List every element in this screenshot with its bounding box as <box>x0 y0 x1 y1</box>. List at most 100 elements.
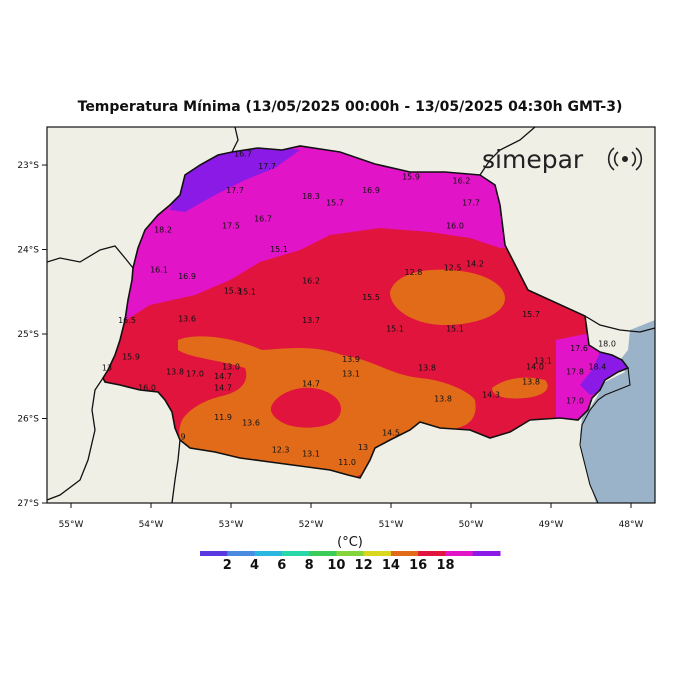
station-value: 16.7 <box>254 215 272 224</box>
station-value: 15.5 <box>362 293 380 302</box>
logo-text: simepar <box>482 145 584 174</box>
station-value: 17.5 <box>222 221 240 230</box>
legend-label: 4 <box>250 558 259 573</box>
station-value: 18.0 <box>598 340 616 349</box>
map-axes: 55°W 54°W 53°W 52°W 51°W 50°W 49°W 48°W 23°S 24°S… <box>17 161 643 530</box>
map-frame <box>46 126 656 504</box>
legend-swatch <box>445 551 474 556</box>
station-value: 17.7 <box>462 199 480 208</box>
station-value: 16.5 <box>118 316 136 325</box>
station-value: 15.7 <box>326 199 344 208</box>
station-value: 14.5 <box>382 428 400 437</box>
station-value: 16.0 <box>138 384 156 393</box>
station-value: 13 <box>102 363 112 372</box>
station-value: 15.9 <box>122 352 140 361</box>
station-value: 17.0 <box>566 396 584 405</box>
lat-tick-label: 26°S <box>17 415 39 425</box>
legend-swatch <box>472 551 501 556</box>
border-argentina <box>171 439 181 503</box>
map-title: Temperatura Mínima (13/05/2025 00:00h - … <box>77 99 623 115</box>
station-value: 15.7 <box>522 310 540 319</box>
signal-rings-icon <box>607 147 643 171</box>
lat-tick-label: 23°S <box>17 161 39 171</box>
legend-swatch <box>390 551 419 556</box>
station-value: 13.8 <box>166 368 184 377</box>
station-value: 13.7 <box>302 316 320 325</box>
station-value: 16.9 <box>178 272 196 281</box>
legend-swatch <box>200 551 228 556</box>
station-value: 15.1 <box>238 287 256 296</box>
border-ms-north <box>231 127 239 153</box>
legend-swatch <box>418 551 446 556</box>
legend-swatch <box>254 551 283 556</box>
zone-12-14-northeast <box>390 269 505 325</box>
station-value: 17.8 <box>566 368 584 377</box>
station-value: 16.9 <box>362 186 380 195</box>
lon-tick-label: 55°W <box>59 520 84 530</box>
station-value: 13.6 <box>178 314 196 323</box>
lon-tick-label: 50°W <box>459 520 484 530</box>
station-value: 13 <box>358 443 368 452</box>
station-value: 17.7 <box>226 186 244 195</box>
parana-border <box>102 145 630 479</box>
station-value: 13.9 <box>342 355 360 364</box>
lon-tick-label: 49°W <box>539 520 564 530</box>
lat-tick-label: 27°S <box>17 499 39 509</box>
station-value: 16.1 <box>150 265 168 274</box>
legend-label: 12 <box>355 558 373 573</box>
station-value: 15.1 <box>446 325 464 334</box>
station-value: 13.6 <box>242 418 260 427</box>
legend-label: 6 <box>277 558 286 573</box>
station-value: 15.1 <box>386 325 404 334</box>
lon-tick-label: 51°W <box>379 520 404 530</box>
station-value: 18.4 <box>588 363 606 372</box>
legend-label: 2 <box>223 558 232 573</box>
station-value: 18.3 <box>302 192 320 201</box>
coastline <box>579 367 631 503</box>
station-value: 12.5 <box>444 264 462 273</box>
border-sp-north <box>479 127 536 176</box>
station-value: 16.2 <box>452 177 470 186</box>
station-value: 17.7 <box>258 162 276 171</box>
station-value: 12.3 <box>272 445 290 454</box>
station-value: 13.0 <box>222 363 240 372</box>
station-value: 16.0 <box>446 221 464 230</box>
legend-label: 16 <box>409 558 427 573</box>
station-value: 14.7 <box>214 372 232 381</box>
legend-swatch <box>336 551 365 556</box>
station-value: 13.1 <box>342 369 360 378</box>
ocean <box>580 320 655 503</box>
legend-swatch <box>281 551 310 556</box>
border-sp-coast <box>584 315 655 333</box>
legend-swatch <box>227 551 256 556</box>
lat-tick-label: 25°S <box>17 330 39 340</box>
station-value: 16.2 <box>302 276 320 285</box>
border-paraguay <box>47 377 104 501</box>
station-value: 13.8 <box>418 363 436 372</box>
station-value: 13.1 <box>302 450 320 459</box>
station-value: 14.3 <box>482 390 500 399</box>
station-value: 17.0 <box>186 369 204 378</box>
station-value: 11.9 <box>214 413 232 422</box>
zone-12-14-east <box>492 377 548 399</box>
station-value: 15.1 <box>270 245 288 254</box>
lon-tick-label: 53°W <box>219 520 244 530</box>
station-value: 9 <box>180 433 185 442</box>
station-value: 15.3 <box>224 287 242 296</box>
station-value: 14.2 <box>466 259 484 268</box>
lat-tick-label: 24°S <box>17 246 39 256</box>
legend-label: 8 <box>305 558 314 573</box>
lon-tick-label: 52°W <box>299 520 324 530</box>
station-value: 11.0 <box>338 458 356 467</box>
legend-swatch <box>309 551 337 556</box>
logo: simepar <box>482 145 643 174</box>
legend-swatch <box>363 551 392 556</box>
station-value: 14.0 <box>526 363 544 372</box>
station-values: 19.216.717.715.9 16.217.718.316.915.7 17.7… <box>102 150 616 467</box>
station-value: 12.8 <box>404 268 422 277</box>
station-value: 14.7 <box>302 379 320 388</box>
legend-label: 10 <box>327 558 345 573</box>
legend-label: 18 <box>436 558 454 573</box>
station-value: 18.2 <box>154 226 172 235</box>
station-value: 13.8 <box>434 395 452 404</box>
